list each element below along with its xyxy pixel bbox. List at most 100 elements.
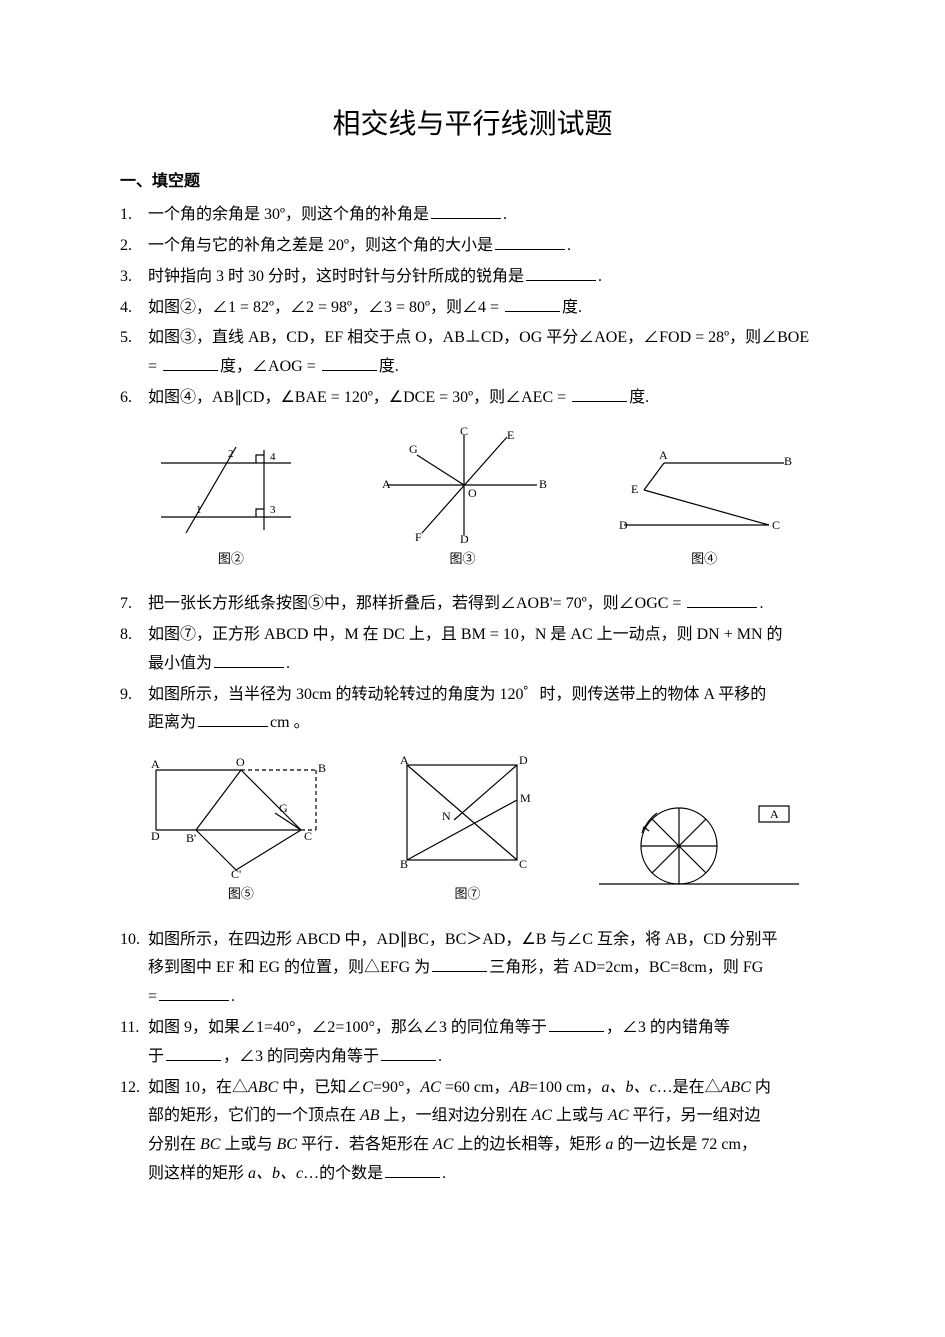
- text-italic: ABC: [721, 1079, 751, 1096]
- question-1: 1. 一个角的余角是 30º，则这个角的补角是.: [120, 201, 825, 230]
- fig-caption: 图②: [146, 547, 316, 570]
- text: .: [598, 268, 602, 285]
- svg-text:A: A: [382, 477, 391, 491]
- svg-text:O: O: [468, 486, 477, 500]
- question-2: 2. 一个角与它的补角之差是 20º，则这个角的大小是.: [120, 232, 825, 261]
- text: …的个数是: [303, 1165, 383, 1182]
- text: 度，∠AOG =: [220, 358, 320, 375]
- figure-2-svg: 2 4 1 3: [146, 435, 316, 545]
- text: 平行，另一组对边: [629, 1107, 761, 1124]
- svg-text:N: N: [442, 809, 451, 823]
- text: 中，已知∠: [278, 1079, 362, 1096]
- svg-text:G: G: [279, 801, 288, 815]
- question-9: 9. 如图所示，当半径为 30cm 的转动轮转过的角度为 120゜时，则传送带上…: [120, 681, 825, 739]
- text: .: [759, 595, 763, 612]
- figure-7-svg: A D B C M N: [382, 750, 552, 880]
- qtext: 如图③，直线 AB，CD，EF 相交于点 O，AB⊥CD，OG 平分∠AOE，∠…: [148, 324, 825, 382]
- text: 如图 10，在△: [148, 1079, 248, 1096]
- text-italic: AB: [360, 1107, 380, 1124]
- blank: [385, 1160, 440, 1178]
- text-italic: BC: [200, 1136, 220, 1153]
- text-italic: a、b、c: [602, 1079, 657, 1096]
- svg-text:O: O: [236, 755, 245, 769]
- text: 度.: [562, 299, 582, 316]
- text: 分别在: [148, 1136, 200, 1153]
- text: 如图所示，当半径为 30cm 的转动轮转过的角度为 120゜时，则传送带上的物体…: [148, 686, 766, 703]
- qnum: 7.: [120, 590, 148, 619]
- qtext: 一个角的余角是 30º，则这个角的补角是.: [148, 201, 825, 230]
- svg-text:B: B: [318, 761, 326, 775]
- text: .: [286, 655, 290, 672]
- qtext: 如图⑦，正方形 ABCD 中，M 在 DC 上，且 BM = 10，N 是 AC…: [148, 621, 825, 679]
- text: 部的矩形，它们的一个顶点在: [148, 1107, 360, 1124]
- figure-4-svg: A B D C E: [609, 445, 799, 545]
- svg-text:D: D: [460, 532, 469, 545]
- question-list: 1. 一个角的余角是 30º，则这个角的补角是. 2. 一个角与它的补角之差是 …: [120, 201, 825, 413]
- svg-text:B': B': [186, 831, 196, 845]
- text: 如图④，AB∥CD，∠BAE = 120º，∠DCE = 30º，则∠AEC =: [148, 389, 570, 406]
- qtext: 如图所示，在四边形 ABCD 中，AD∥BC，BC＞AD，∠B 与∠C 互余，将…: [148, 926, 825, 1012]
- blank: [505, 294, 560, 312]
- text: .: [567, 237, 571, 254]
- text: 平行．若各矩形在: [297, 1136, 433, 1153]
- svg-text:B: B: [784, 454, 792, 468]
- figure-5: A O B D C B' C' G 图⑤: [141, 750, 341, 905]
- qnum: 5.: [120, 324, 148, 353]
- text: 如图⑦，正方形 ABCD 中，M 在 DC 上，且 BM = 10，N 是 AC…: [148, 626, 783, 643]
- text: 如图③，直线 AB，CD，EF 相交于点 O，AB⊥CD，OG 平分∠AOE，∠…: [148, 329, 809, 346]
- qtext: 把一张长方形纸条按图⑤中，那样折叠后，若得到∠AOB'= 70º，则∠OGC =…: [148, 590, 825, 619]
- svg-text:A: A: [770, 807, 779, 821]
- qtext: 如图④，AB∥CD，∠BAE = 120º，∠DCE = 30º，则∠AEC =…: [148, 384, 825, 413]
- text: .: [442, 1165, 446, 1182]
- figure-wheel-svg: A: [594, 794, 804, 904]
- svg-text:D: D: [619, 518, 628, 532]
- svg-text:C: C: [519, 857, 527, 871]
- doc-title: 相交线与平行线测试题: [120, 100, 825, 150]
- question-12: 12. 如图 10，在△ABC 中，已知∠C=90°，AC =60 cm，AB=…: [120, 1074, 825, 1189]
- svg-text:C: C: [460, 425, 468, 438]
- text: 上或与: [552, 1107, 608, 1124]
- text: 如图②，∠1 = 82º，∠2 = 98º，∠3 = 80º，则∠4 =: [148, 299, 503, 316]
- figure-row-2: A O B D C B' C' G 图⑤ A D B: [120, 750, 825, 905]
- fig-caption: 图⑦: [382, 882, 552, 905]
- blank: [163, 354, 218, 372]
- qnum: 4.: [120, 294, 148, 323]
- qtext: 一个角与它的补角之差是 20º，则这个角的大小是.: [148, 232, 825, 261]
- text-italic: AC: [433, 1136, 453, 1153]
- svg-text:F: F: [415, 530, 422, 544]
- blank: [687, 591, 757, 609]
- text: …是在△: [657, 1079, 721, 1096]
- text: =90°，: [373, 1079, 420, 1096]
- text: 度.: [379, 358, 399, 375]
- svg-text:3: 3: [270, 504, 276, 516]
- blank: [198, 710, 268, 728]
- figure-7: A D B C M N 图⑦: [382, 750, 552, 905]
- blank: [214, 650, 284, 668]
- svg-text:4: 4: [270, 451, 276, 463]
- qtext: 如图所示，当半径为 30cm 的转动轮转过的角度为 120゜时，则传送带上的物体…: [148, 681, 825, 739]
- text-italic: BC: [276, 1136, 296, 1153]
- svg-text:B: B: [400, 857, 408, 871]
- text: 距离为: [148, 714, 196, 731]
- text: 上或与: [220, 1136, 276, 1153]
- figure-3: A B C D E F G O 图③: [367, 425, 557, 570]
- figure-2: 2 4 1 3 图②: [146, 435, 316, 570]
- text: 移到图中 EF 和 EG 的位置，则△EFG 为: [148, 959, 430, 976]
- figure-3-svg: A B C D E F G O: [367, 425, 557, 545]
- qnum: 11.: [120, 1014, 148, 1043]
- text-italic: a、b、c: [248, 1165, 303, 1182]
- figure-4: A B D C E 图④: [609, 445, 799, 570]
- question-10: 10. 如图所示，在四边形 ABCD 中，AD∥BC，BC＞AD，∠B 与∠C …: [120, 926, 825, 1012]
- text-italic: AB: [509, 1079, 529, 1096]
- qtext: 如图②，∠1 = 82º，∠2 = 98º，∠3 = 80º，则∠4 = 度.: [148, 294, 825, 323]
- qnum: 2.: [120, 232, 148, 261]
- svg-text:A: A: [400, 753, 409, 767]
- text: 如图所示，在四边形 ABCD 中，AD∥BC，BC＞AD，∠B 与∠C 互余，将…: [148, 931, 778, 948]
- svg-text:A: A: [151, 757, 160, 771]
- qnum: 9.: [120, 681, 148, 710]
- text: =: [148, 358, 161, 375]
- qtext: 如图 9，如果∠1=40°，∠2=100°，那么∠3 的同位角等于，∠3 的内错…: [148, 1014, 825, 1072]
- figure-5-svg: A O B D C B' C' G: [141, 750, 341, 880]
- text-italic: ABC: [248, 1079, 278, 1096]
- question-5: 5. 如图③，直线 AB，CD，EF 相交于点 O，AB⊥CD，OG 平分∠AO…: [120, 324, 825, 382]
